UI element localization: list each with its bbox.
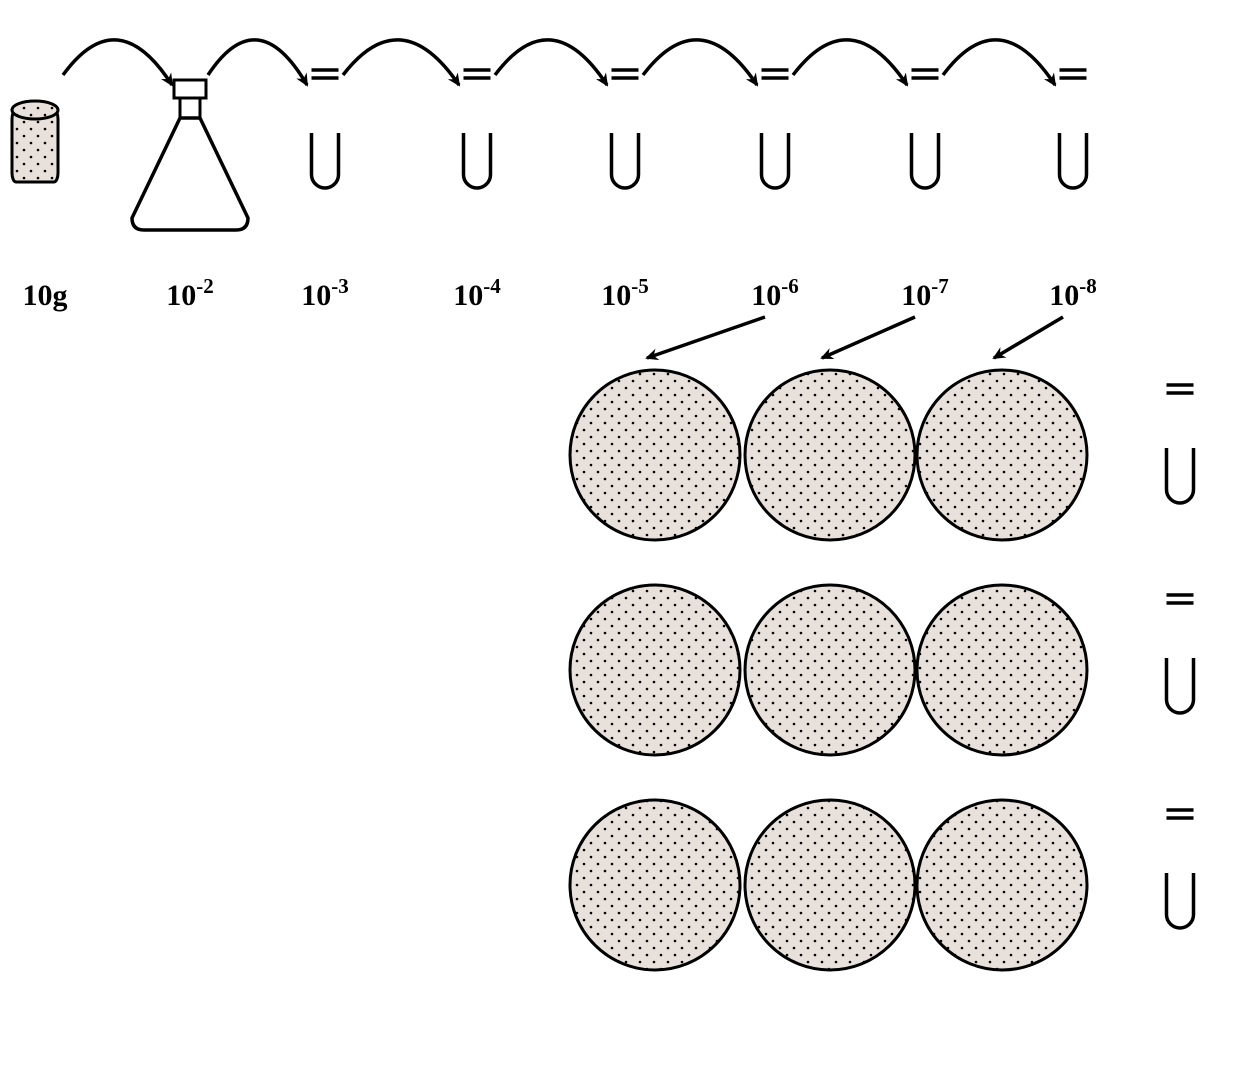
transfer-arrow-5: [643, 40, 757, 85]
tube-label-6: 10-8: [1049, 274, 1097, 312]
dilution-tube-3: [612, 70, 639, 188]
flask-label: 10-2: [166, 274, 214, 312]
plating-arrow-2: [822, 317, 915, 358]
sample-cylinder-icon: [12, 101, 58, 182]
transfer-arrow-1: [63, 40, 172, 85]
tube-label-3: 10-5: [601, 274, 649, 312]
petri-dish-r2-c2: [745, 585, 915, 755]
side-tube-2: [1167, 595, 1194, 713]
petri-dish-r2-c3: [917, 585, 1087, 755]
side-tube-1: [1167, 385, 1194, 503]
dilution-tube-6: [1060, 70, 1087, 188]
dilution-tube-4: [762, 70, 789, 188]
transfer-arrow-6: [793, 40, 907, 85]
petri-dish-r3-c3: [917, 800, 1087, 970]
transfer-arrow-7: [943, 40, 1055, 85]
petri-dish-r3-c1: [570, 800, 740, 970]
serial-dilution-diagram: 10g 10-2 10-3 10-4 10-5 10-6 10-7 10-8: [0, 0, 1240, 1080]
erlenmeyer-flask-icon: [132, 80, 248, 230]
petri-dish-r2-c1: [570, 585, 740, 755]
transfer-arrow-4: [495, 40, 607, 85]
petri-dish-r3-c2: [745, 800, 915, 970]
dilution-tube-1: [312, 70, 339, 188]
petri-dish-r1-c2: [745, 370, 915, 540]
sample-label: 10g: [23, 279, 68, 312]
tube-label-1: 10-3: [301, 274, 349, 312]
transfer-arrow-3: [343, 40, 459, 85]
side-tube-3: [1167, 810, 1194, 928]
dilution-tube-2: [464, 70, 491, 188]
plating-arrow-3: [994, 317, 1063, 358]
plating-arrow-1: [647, 317, 765, 358]
tube-label-2: 10-4: [453, 274, 501, 312]
tube-label-5: 10-7: [901, 274, 949, 312]
petri-dish-r1-c1: [570, 370, 740, 540]
dilution-tube-5: [912, 70, 939, 188]
tube-label-4: 10-6: [751, 274, 799, 312]
transfer-arrow-2: [208, 40, 307, 85]
petri-dish-r1-c3: [917, 370, 1087, 540]
